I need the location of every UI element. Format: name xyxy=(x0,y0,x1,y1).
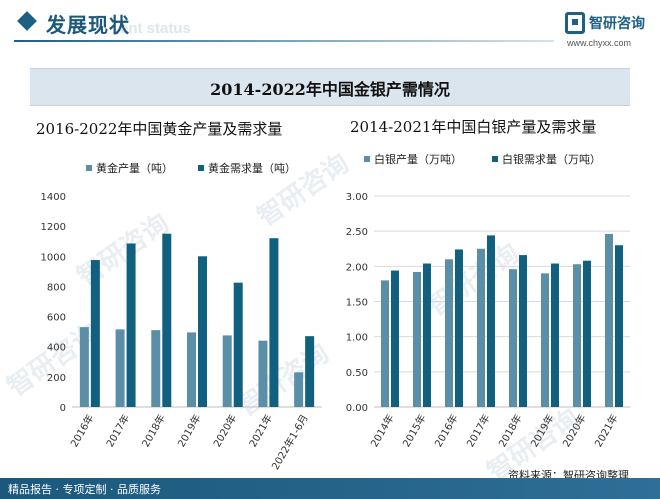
x-tick-label: 2018年 xyxy=(139,412,168,449)
bar xyxy=(583,260,591,407)
silver-chart-title: 2014-2021年中国白银产量及需求量 xyxy=(350,118,597,136)
bar xyxy=(305,336,315,407)
y-tick-label: 2.00 xyxy=(346,262,368,273)
y-tick-label: 600 xyxy=(47,313,66,324)
gold-chart-title: 2016-2022年中国黄金产量及需求量 xyxy=(36,120,283,138)
x-tick-label: 2015年 xyxy=(400,412,429,449)
bar xyxy=(413,271,421,407)
y-tick-label: 1200 xyxy=(41,222,66,233)
logo-name: 智研咨询 xyxy=(589,16,645,32)
bar xyxy=(90,260,100,407)
legend-label: 白银产量（万吨） xyxy=(374,152,462,166)
brand-logo: 智研咨询 www.chyxx.com xyxy=(565,12,655,52)
header: ent status 发展现状 智研咨询 www.chyxx.com xyxy=(0,0,660,50)
y-tick-label: 3.00 xyxy=(346,192,368,203)
footer: 精品报告 · 专项定制 · 品质服务 xyxy=(0,478,660,499)
y-tick-label: 1.00 xyxy=(346,333,368,344)
x-tick-label: 2021年 xyxy=(592,412,621,449)
x-tick-label: 2017年 xyxy=(103,412,132,449)
bar xyxy=(115,329,125,407)
x-tick-label: 2018年 xyxy=(496,412,525,449)
x-tick-label: 2019年 xyxy=(528,412,557,449)
legend-label: 黄金产量（吨） xyxy=(96,161,173,175)
logo-url: www.chyxx.com xyxy=(567,38,632,48)
bar xyxy=(487,235,495,407)
bar xyxy=(551,263,559,407)
bar xyxy=(391,270,399,407)
bar xyxy=(541,273,549,407)
bar xyxy=(423,263,431,407)
bar xyxy=(222,335,232,407)
bar xyxy=(294,372,304,407)
x-tick-label: 2016年 xyxy=(67,412,96,449)
bar xyxy=(187,332,196,407)
bar xyxy=(445,259,453,407)
bar xyxy=(615,245,623,407)
x-tick-label: 2020年 xyxy=(210,412,239,449)
y-tick-label: 1.50 xyxy=(346,298,368,309)
bar xyxy=(381,280,389,407)
page-title: 2014-2022年中国金银产需情况 xyxy=(210,80,450,99)
section-subtitle: ent status xyxy=(120,20,191,37)
y-tick-label: 800 xyxy=(47,282,66,293)
bar xyxy=(519,255,527,407)
bar xyxy=(79,327,89,407)
y-tick-label: 400 xyxy=(47,343,66,354)
section-title: 发展现状 xyxy=(46,13,130,37)
legend-swatch xyxy=(198,165,204,171)
x-tick-label: 2019年 xyxy=(175,412,204,449)
bar xyxy=(605,233,613,407)
y-tick-label: 0.00 xyxy=(346,403,368,414)
bar xyxy=(198,256,207,407)
bar xyxy=(573,264,581,407)
legend-swatch xyxy=(364,156,370,162)
y-tick-label: 0 xyxy=(60,403,66,414)
legend-swatch xyxy=(492,156,498,162)
legend-label: 白银需求量（万吨） xyxy=(502,152,601,166)
x-tick-label: 2016年 xyxy=(432,412,461,449)
legend-label: 黄金需求量（吨） xyxy=(208,161,296,175)
gold-chart: 0 200 400 600 800 1000 1200 1400 2016年 2017年 2018年… xyxy=(41,161,322,472)
bar xyxy=(269,238,279,407)
main-title-band: 2014-2022年中国金银产需情况 xyxy=(30,68,630,106)
bar xyxy=(477,248,485,407)
bar xyxy=(233,282,243,407)
bar xyxy=(162,233,172,407)
y-tick-label: 0.50 xyxy=(346,368,368,379)
bar xyxy=(509,269,517,407)
header-divider xyxy=(14,40,554,42)
logo-icon xyxy=(565,12,585,34)
diamond-icon xyxy=(17,11,37,31)
bar xyxy=(126,243,136,407)
x-tick-label: 2021年 xyxy=(246,412,275,449)
bar xyxy=(455,249,463,407)
y-tick-label: 1400 xyxy=(41,192,66,203)
footer-slogan: 精品报告 · 专项定制 · 品质服务 xyxy=(8,483,161,496)
y-tick-label: 2.50 xyxy=(346,227,368,238)
x-tick-label: 2020年 xyxy=(560,412,589,449)
bar xyxy=(151,330,161,407)
legend-swatch xyxy=(86,165,92,171)
x-tick-label: 2014年 xyxy=(368,412,397,449)
y-tick-label: 1000 xyxy=(41,252,66,263)
bar xyxy=(258,340,268,407)
x-tick-label: 2022年1-6月 xyxy=(269,412,311,472)
y-tick-label: 200 xyxy=(47,373,66,384)
x-tick-label: 2017年 xyxy=(464,412,493,449)
